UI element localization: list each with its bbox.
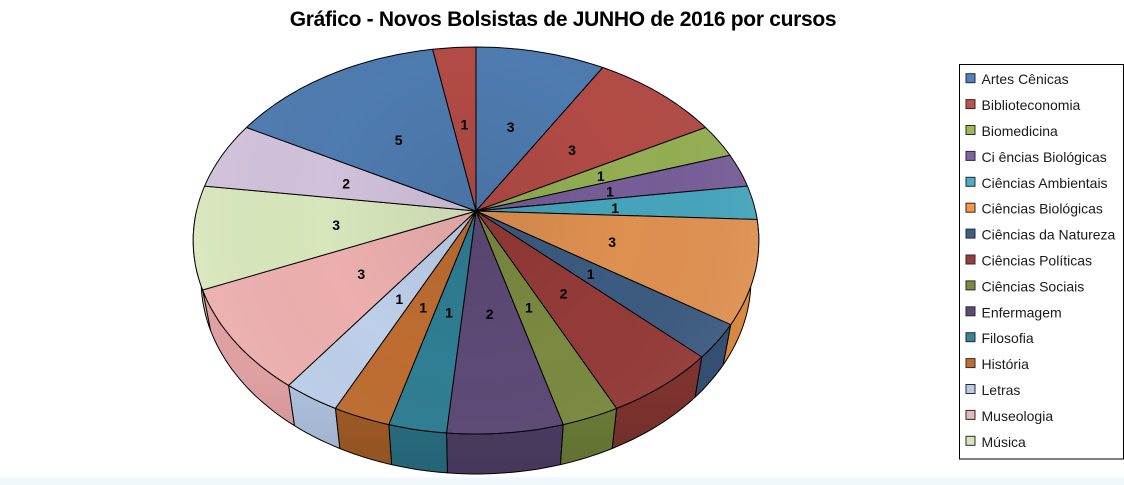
- svg-text:Ciências Biológicas: Ciências Biológicas: [982, 201, 1103, 217]
- svg-text:3: 3: [507, 119, 515, 135]
- svg-text:Ciências Sociais: Ciências Sociais: [982, 278, 1085, 294]
- svg-text:5: 5: [395, 132, 403, 148]
- svg-text:3: 3: [357, 266, 365, 282]
- svg-text:2: 2: [342, 176, 350, 192]
- svg-text:1: 1: [611, 200, 619, 216]
- svg-text:1: 1: [445, 305, 453, 321]
- svg-text:1: 1: [606, 183, 614, 199]
- svg-text:Ciências Ambientais: Ciências Ambientais: [982, 175, 1108, 191]
- svg-text:1: 1: [587, 266, 595, 282]
- svg-text:2: 2: [486, 306, 494, 322]
- svg-text:Filosofia: Filosofia: [982, 330, 1034, 346]
- svg-text:Biblioteconomia: Biblioteconomia: [982, 97, 1081, 113]
- svg-text:Museologia: Museologia: [982, 408, 1054, 424]
- svg-text:3: 3: [332, 217, 340, 233]
- svg-text:Letras: Letras: [982, 382, 1021, 398]
- svg-text:1: 1: [395, 291, 403, 307]
- svg-text:Artes Cênicas: Artes Cênicas: [982, 71, 1069, 87]
- svg-text:Ciências da Natureza: Ciências da Natureza: [982, 227, 1116, 243]
- svg-text:Enfermagem: Enfermagem: [982, 304, 1062, 320]
- svg-text:3: 3: [568, 142, 576, 158]
- svg-text:1: 1: [525, 299, 533, 315]
- svg-text:1: 1: [461, 117, 469, 133]
- svg-text:3: 3: [608, 234, 616, 250]
- svg-text:História: História: [982, 356, 1030, 372]
- svg-text:Ci ências Biológicas: Ci ências Biológicas: [982, 149, 1107, 165]
- svg-text:1: 1: [419, 299, 427, 315]
- svg-text:1: 1: [597, 168, 605, 184]
- svg-text:2: 2: [560, 286, 568, 302]
- svg-text:Ciências Políticas: Ciências Políticas: [982, 253, 1093, 269]
- svg-text:Biomedicina: Biomedicina: [982, 123, 1058, 139]
- svg-text:Gráfico - Novos Bolsistas de J: Gráfico - Novos Bolsistas de JUNHO de 20…: [290, 8, 837, 31]
- svg-text:Música: Música: [982, 434, 1027, 450]
